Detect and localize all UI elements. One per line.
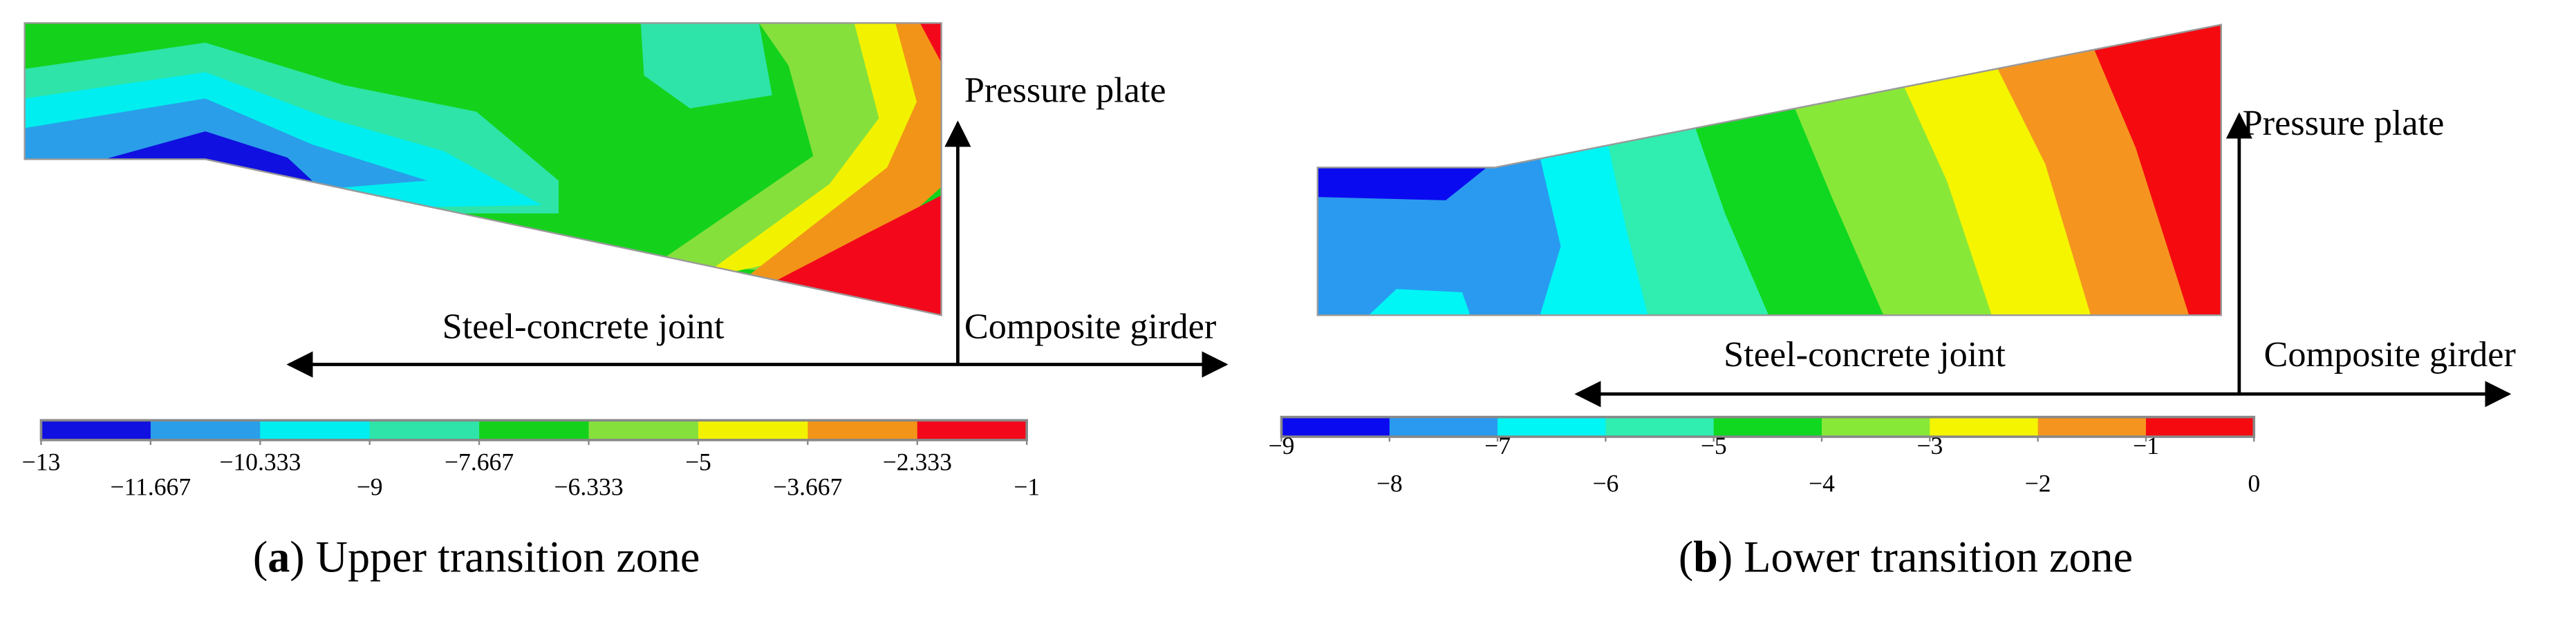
caption-letter: b	[1693, 532, 1718, 581]
colorbar-swatch	[917, 420, 1027, 440]
colorbar-tick-label: −10.333	[219, 448, 301, 476]
colorbar-tick-label: −6	[1592, 470, 1618, 497]
caption-part: ) Lower transition zone	[1718, 532, 2133, 581]
colorbar-swatch	[1713, 417, 1822, 437]
colorbar-swatch	[369, 420, 480, 440]
colorbar-swatch	[2037, 417, 2147, 437]
contour-band	[920, 23, 942, 69]
colorbar-tick-label: −2	[2025, 470, 2051, 497]
colorbar-swatch	[1930, 417, 2039, 437]
plot-outline	[1316, 23, 2222, 316]
caption-part: (	[253, 532, 268, 581]
colorbar-swatch	[1497, 417, 1607, 437]
colorbar-tick-label: −13	[22, 448, 61, 476]
colorbar-tick-label: −1	[2133, 432, 2159, 459]
colorbar-swatch	[1389, 417, 1498, 437]
colorbar-swatch	[260, 420, 371, 440]
axis-label: Composite girder	[2264, 334, 2516, 374]
colorbar-frame	[39, 419, 1028, 442]
plot-outline	[24, 22, 942, 316]
colorbar-tick-label: −6.333	[554, 473, 623, 500]
caption-letter: a	[268, 532, 290, 581]
axis-label: Pressure plate	[2243, 103, 2445, 143]
contour-band	[1363, 289, 1473, 316]
colorbar-tick-label: −5	[1701, 432, 1727, 459]
colorbar-tick-label: −3	[1916, 432, 1943, 459]
colorbar-swatch	[1822, 417, 1931, 437]
colorbar-tick-label: −11.667	[110, 473, 191, 500]
colorbar-swatch	[2145, 417, 2255, 437]
axis-label: Steel-concrete joint	[1724, 334, 2006, 374]
axis-label: Steel-concrete joint	[442, 307, 725, 347]
colorbar-tick-label: −2.333	[883, 448, 952, 476]
colorbar-tick-label: −9	[357, 473, 383, 500]
colorbar-tick-label: −9	[1269, 432, 1295, 459]
colorbar-frame	[1280, 415, 2256, 438]
caption: (b) Lower transition zone	[1679, 532, 2133, 581]
colorbar-swatch	[698, 420, 809, 440]
colorbar-tick-label: −5	[685, 448, 711, 476]
colorbar-tick-label: −4	[1809, 470, 1835, 497]
colorbar-tick-label: −8	[1376, 470, 1403, 497]
colorbar-tick-label: 0	[2248, 470, 2260, 497]
colorbar-tick-label: −3.667	[773, 473, 842, 500]
caption-part: (	[1679, 532, 1693, 581]
contour-band	[2073, 24, 2221, 316]
colorbar-swatch	[808, 420, 918, 440]
caption-part: ) Upper transition zone	[290, 532, 700, 581]
colorbar-swatch	[1281, 417, 1390, 437]
colorbar-swatch	[150, 420, 261, 440]
axis-label: Pressure plate	[964, 70, 1166, 110]
colorbar-tick-label: −7	[1484, 432, 1511, 459]
colorbar-swatch	[41, 420, 151, 440]
colorbar-swatch	[479, 420, 590, 440]
colorbar-swatch	[588, 420, 699, 440]
contour-band	[1317, 167, 1487, 200]
colorbar-tick-label: −7.667	[445, 448, 514, 476]
caption: (a) Upper transition zone	[253, 532, 700, 581]
colorbar-tick-label: −1	[1014, 473, 1040, 500]
axis-label: Composite girder	[964, 307, 1216, 347]
colorbar-swatch	[1605, 417, 1715, 437]
contour-band	[640, 23, 772, 108]
